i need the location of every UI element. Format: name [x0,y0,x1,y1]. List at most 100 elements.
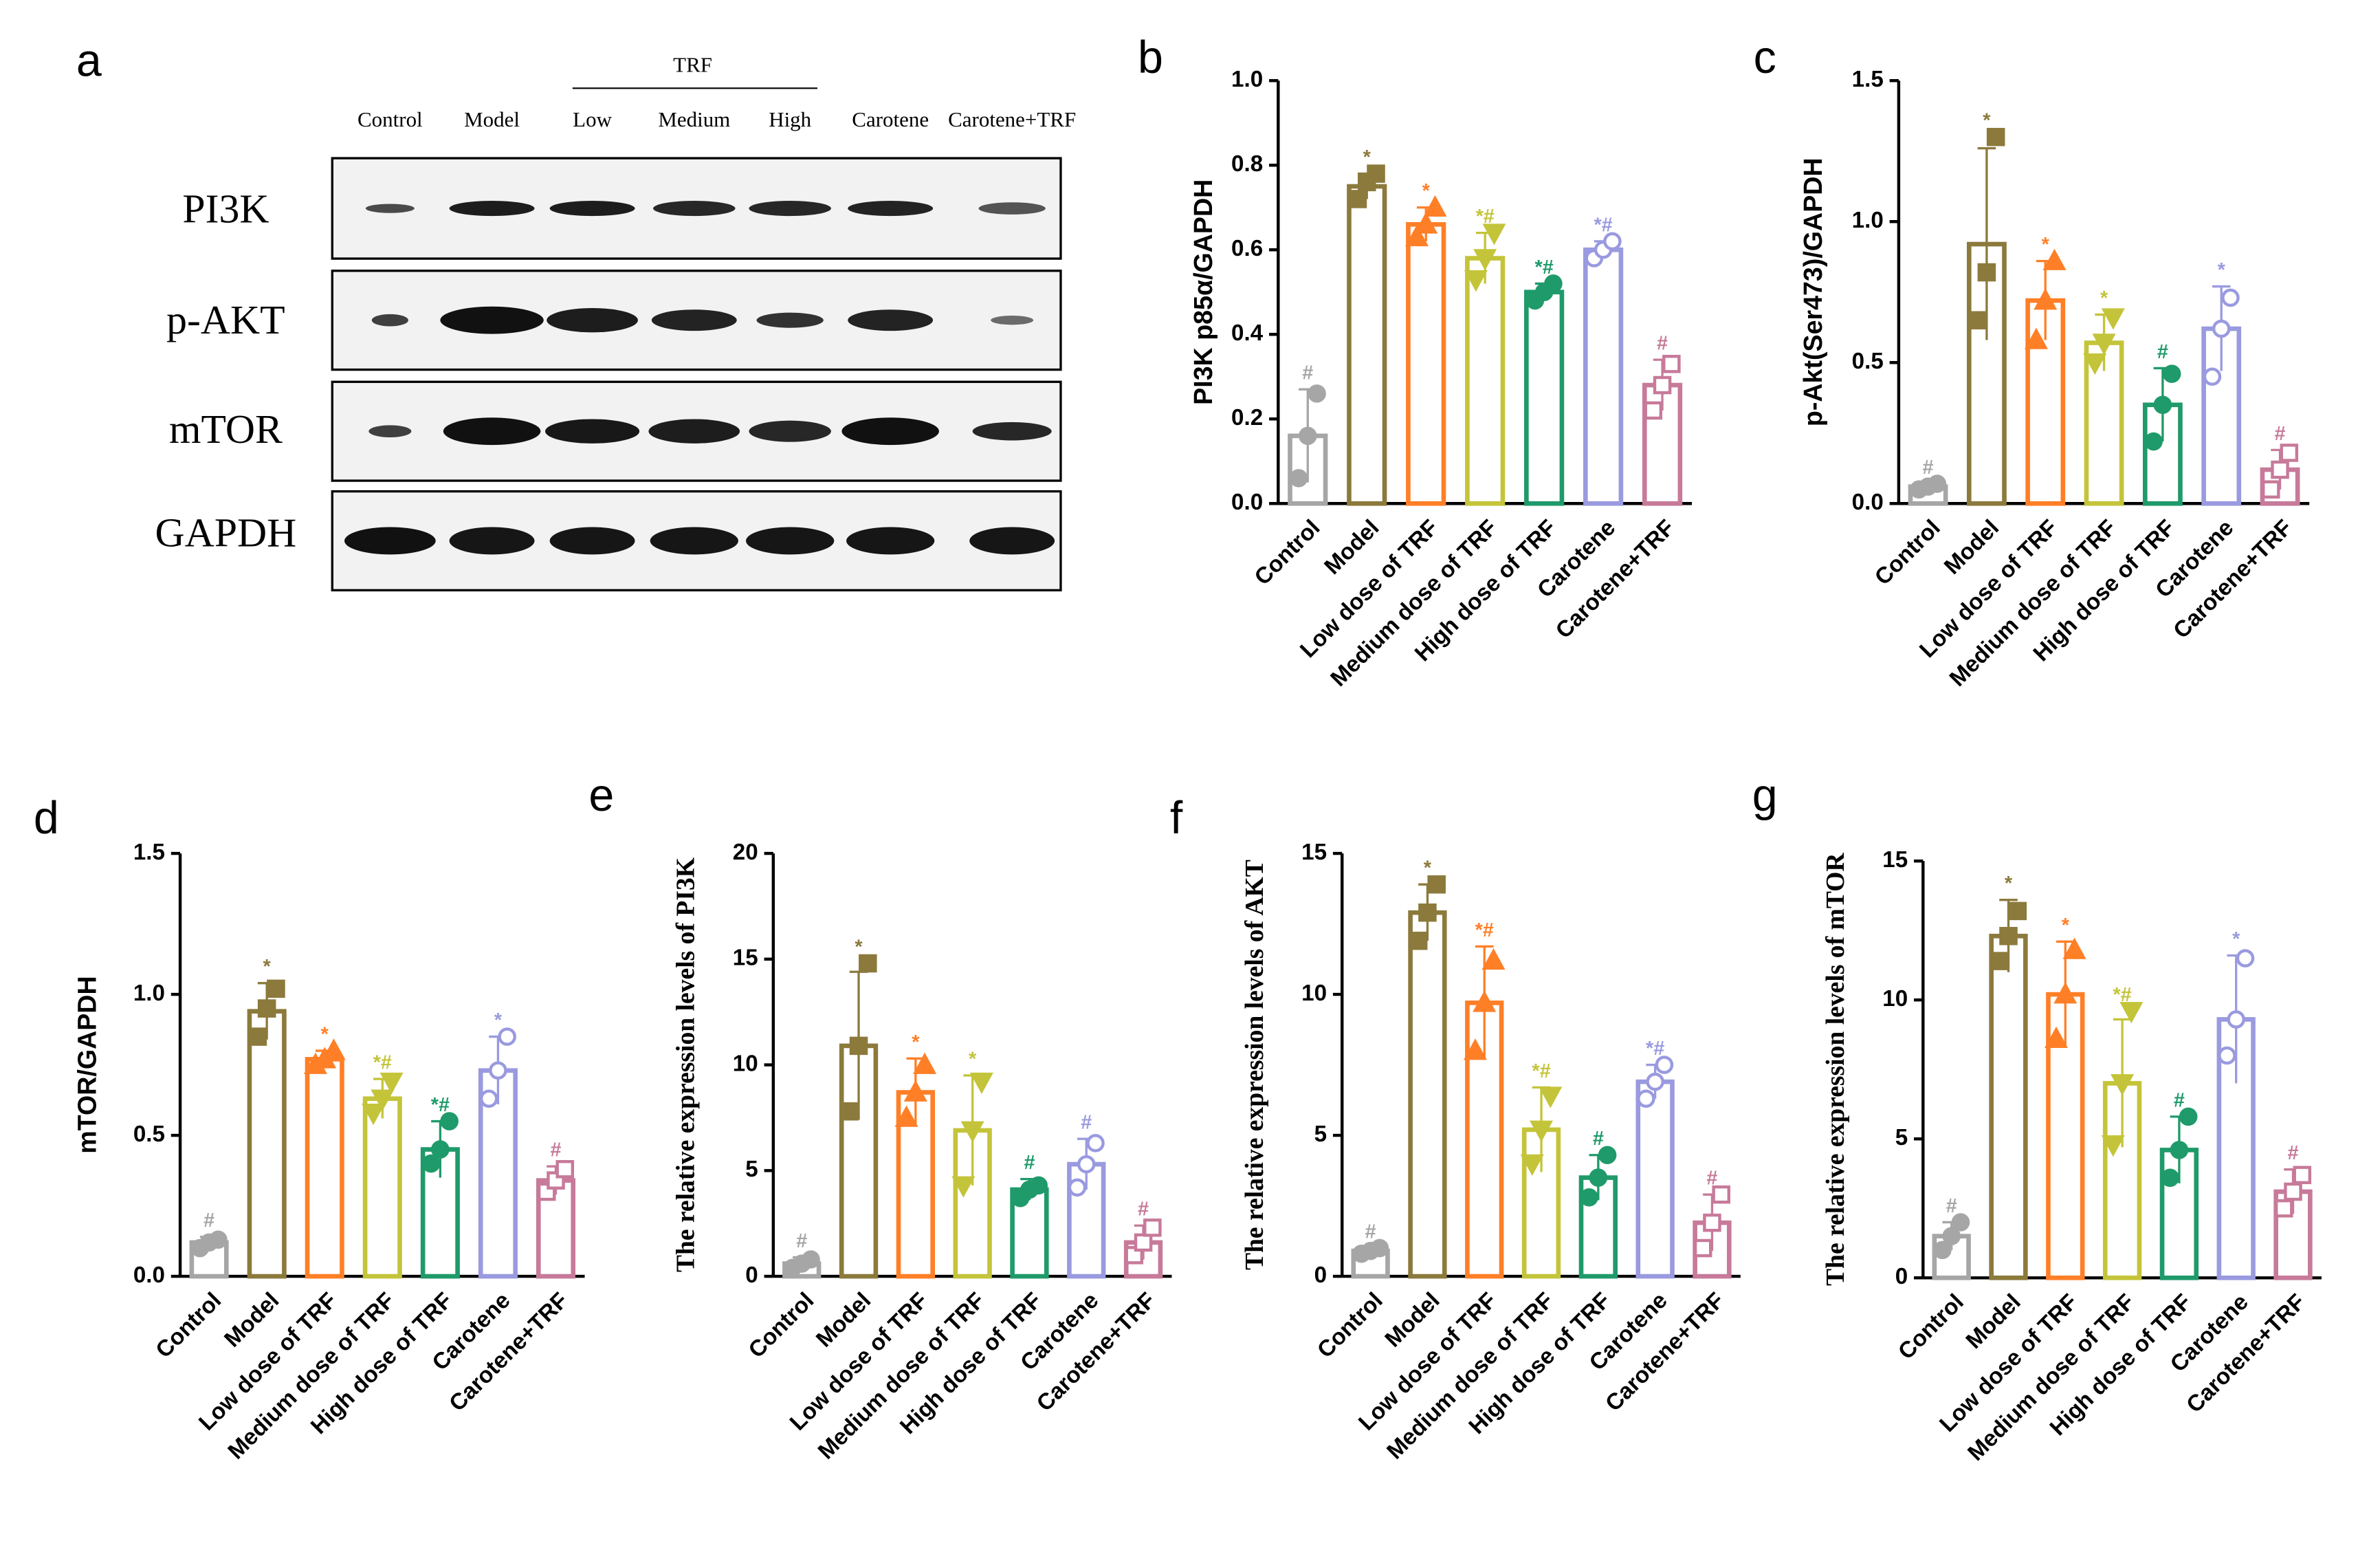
data-point [2161,1168,2179,1188]
significance-marker: # [1081,1112,1092,1134]
data-point [1481,948,1506,970]
bar [1408,910,1447,1279]
significance-marker: *# [2113,984,2132,1006]
data-point [1482,223,1506,245]
data-point [322,1038,346,1060]
y-tick-label: 0.5 [133,1122,165,1147]
data-point [1644,401,1663,420]
significance-marker: *# [1532,1060,1550,1082]
y-tick-label: 0 [745,1263,758,1288]
data-point [2170,1141,2189,1159]
data-point [2083,353,2107,375]
y-tick-label: 1.0 [1852,208,1884,233]
data-point [2271,460,2289,479]
y-tick-label: 1.5 [1852,67,1884,92]
data-point [2042,248,2067,270]
bar [1989,933,2028,1280]
panel-label: e [588,770,614,821]
y-tick-label: 0.6 [1231,236,1263,261]
data-point [2284,1182,2302,1201]
blot-band [991,316,1034,325]
significance-marker: * [855,936,863,958]
blot-band [978,202,1046,215]
data-point [1712,1185,1730,1204]
significance-marker: *# [1476,206,1495,228]
significance-marker: * [2218,259,2226,281]
data-point [2062,937,2086,959]
data-point [1603,232,1622,251]
y-tick-label: 15 [1301,840,1327,865]
bar [362,1096,402,1279]
blot-band [841,417,939,446]
data-point [1977,263,1996,282]
data-point [555,1159,575,1179]
data-point [1370,1238,1389,1258]
data-point [1999,926,2018,946]
blot-band [848,201,934,217]
blot-band [650,527,738,555]
data-point [2008,901,2027,921]
blot-band [746,527,835,555]
data-point [1951,1213,1970,1232]
panel-label: c [1754,32,1776,83]
lane-label: Carotene [852,107,929,131]
data-point [489,1061,507,1080]
blot-band [972,422,1052,441]
significance-marker: # [1302,362,1313,384]
significance-marker: # [1706,1168,1717,1190]
significance-marker: * [494,1009,503,1031]
data-point [951,1176,976,1198]
bar [1347,184,1387,506]
data-point [903,1080,927,1102]
y-axis-label: The relative expression levels of mTOR [1821,853,1850,1286]
data-point [2101,308,2125,330]
data-point [1928,474,1947,493]
data-point [2024,327,2048,349]
data-point [1464,270,1488,292]
blot-band [549,201,635,217]
blot-band [440,306,544,334]
significance-marker: *# [373,1052,392,1074]
blot-band [545,419,640,444]
y-tick-label: 1.0 [1231,67,1263,92]
data-point [1986,127,2005,146]
data-point [1423,195,1447,217]
data-point [1942,1227,1961,1245]
significance-marker: # [2275,423,2286,445]
blot-band [368,425,412,438]
significance-marker: *# [431,1094,450,1116]
data-point [2092,334,2116,356]
blot-band [749,420,831,442]
data-point [362,1103,386,1126]
significance-marker: * [1983,110,1991,132]
data-point [2218,1046,2236,1065]
blot-band [449,527,535,555]
blot-band [846,527,935,555]
data-point [1653,375,1672,395]
data-point [2101,1135,2125,1157]
panel-label: b [1138,32,1163,83]
data-point [1409,931,1428,950]
blot-band [443,417,541,446]
data-point [960,1121,984,1143]
data-point [1463,1038,1487,1060]
data-point [1598,1146,1617,1165]
blot-band [749,201,831,217]
data-point [1589,1168,1608,1187]
significance-marker: * [969,1048,977,1070]
data-point [1637,1089,1655,1108]
significance-marker: # [2288,1142,2299,1164]
data-point [2221,288,2240,307]
data-point [894,1105,918,1127]
significance-marker: # [1923,457,1934,479]
data-point [421,1154,441,1173]
data-point [1086,1134,1105,1152]
data-point [2119,1002,2144,1024]
significance-marker: # [2174,1089,2185,1111]
bar [1406,222,1446,506]
lane-label: Model [464,107,520,131]
data-point [248,1027,267,1046]
data-point [2162,364,2181,383]
y-tick-label: 20 [733,840,758,865]
